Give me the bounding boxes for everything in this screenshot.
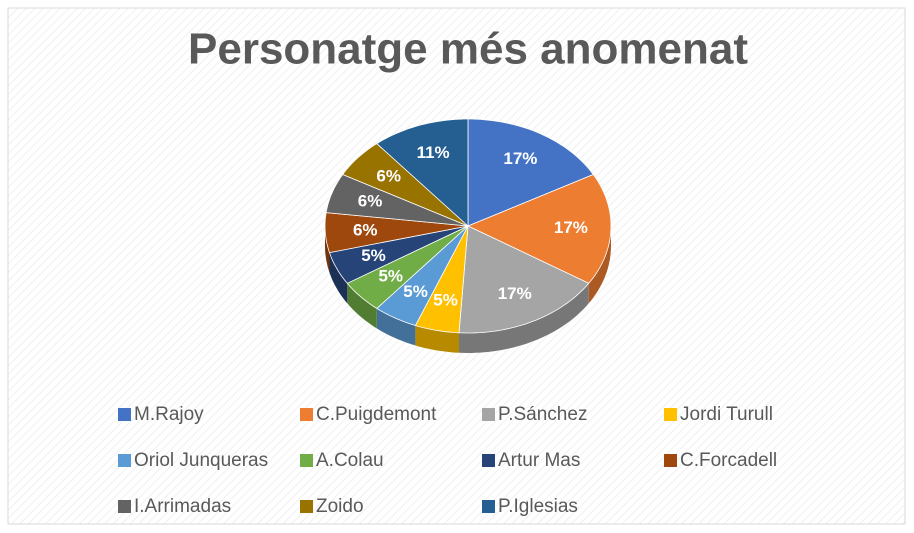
data-label: 5% (403, 282, 428, 301)
slice-top (346, 225, 469, 309)
data-label: 6% (353, 220, 378, 239)
slice (328, 225, 469, 304)
legend-label: Oriol Junqueras (134, 450, 268, 471)
slice-top (342, 143, 469, 227)
data-label: 17% (503, 149, 537, 168)
data-label: 5% (361, 246, 386, 265)
slice-side (588, 226, 611, 304)
slice-side (325, 226, 330, 273)
slice (458, 225, 590, 353)
legend-label: C.Forcadell (680, 450, 777, 471)
legend-swatch (664, 454, 677, 467)
slice (376, 225, 469, 346)
slice-top (324, 212, 469, 254)
slice-side (329, 252, 348, 304)
legend-swatch (118, 408, 131, 421)
legend-swatch (300, 408, 313, 421)
legend-label: Zoido (316, 496, 364, 517)
slice-top (467, 118, 594, 227)
legend-swatch (664, 408, 677, 421)
slice (346, 225, 469, 329)
slice-side (459, 283, 589, 353)
slice-top (458, 225, 590, 334)
slice (467, 174, 612, 304)
legend-label: Jordi Turull (680, 404, 773, 425)
legend-label: P.Sánchez (498, 404, 587, 425)
legend-label: C.Puigdemont (316, 404, 437, 425)
data-label: 5% (433, 291, 458, 310)
legend-swatch (300, 454, 313, 467)
slice (414, 225, 469, 353)
legend-swatch (118, 500, 131, 513)
data-label: 6% (376, 166, 401, 185)
legend-swatch (300, 500, 313, 513)
legend-label: Artur Mas (498, 450, 580, 471)
data-label: 5% (378, 266, 403, 285)
chart-title: Personatge més anomenat (188, 25, 748, 74)
legend-label: I.Arrimadas (134, 496, 231, 517)
slice-top (376, 118, 469, 227)
legend-label: M.Rajoy (134, 404, 204, 425)
legend-swatch (482, 454, 495, 467)
slice (324, 212, 469, 273)
slice-side (347, 283, 377, 329)
slice (376, 118, 469, 227)
legend-label: A.Colau (316, 450, 384, 471)
slice (467, 118, 594, 227)
slice-top (414, 225, 469, 334)
slice (342, 143, 469, 227)
data-label: 17% (554, 218, 588, 237)
legend-swatch (482, 500, 495, 513)
legend-label: P.Iglesias (498, 496, 578, 517)
legend-swatch (118, 454, 131, 467)
slice-top (467, 174, 612, 284)
slice-side (376, 308, 416, 346)
data-label: 17% (498, 284, 532, 303)
slice-top (325, 174, 469, 227)
slice (325, 174, 469, 227)
slice-top (376, 225, 469, 326)
data-label: 6% (358, 192, 383, 211)
legend-swatch (482, 408, 495, 421)
slice-top (328, 225, 469, 284)
data-label: 11% (417, 143, 450, 162)
